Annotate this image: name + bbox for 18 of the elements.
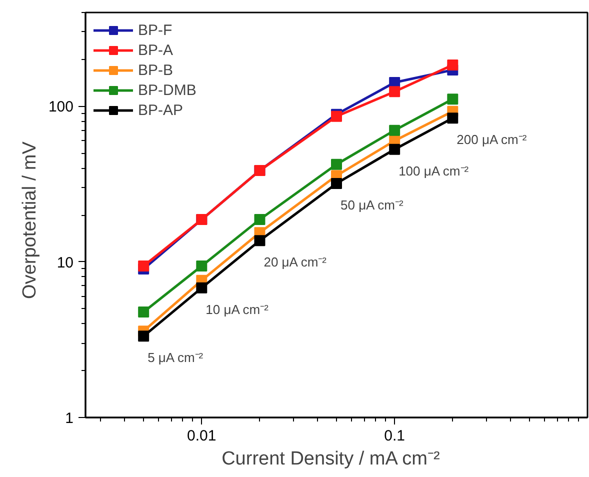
legend-label: BP-DMB xyxy=(138,82,196,98)
y-tick-label: 100 xyxy=(48,98,74,116)
legend-label: BP-F xyxy=(138,22,172,38)
annotation: 200 μA cm⁻² xyxy=(456,132,528,148)
legend-label: BP-B xyxy=(138,62,174,78)
x-tick-label: 0.01 xyxy=(187,428,216,444)
legend-label: BP-A xyxy=(138,42,174,58)
x-axis-title: Current Density / mA cm⁻² xyxy=(222,448,440,470)
x-tick-label: 0.1 xyxy=(384,428,406,444)
y-tick-label: 1 xyxy=(65,410,74,427)
legend-label: BP-AP xyxy=(138,102,184,118)
annotation: 10 μA cm⁻² xyxy=(206,302,270,317)
annotation: 100 μA cm⁻² xyxy=(398,163,470,178)
annotation: 50 μA cm⁻² xyxy=(340,197,404,212)
annotation: 20 μA cm⁻² xyxy=(264,254,328,270)
annotation: 5 μA cm⁻² xyxy=(148,350,204,366)
y-axis-title: Overpotential / mV xyxy=(19,141,40,299)
y-tick-label: 10 xyxy=(56,254,74,272)
